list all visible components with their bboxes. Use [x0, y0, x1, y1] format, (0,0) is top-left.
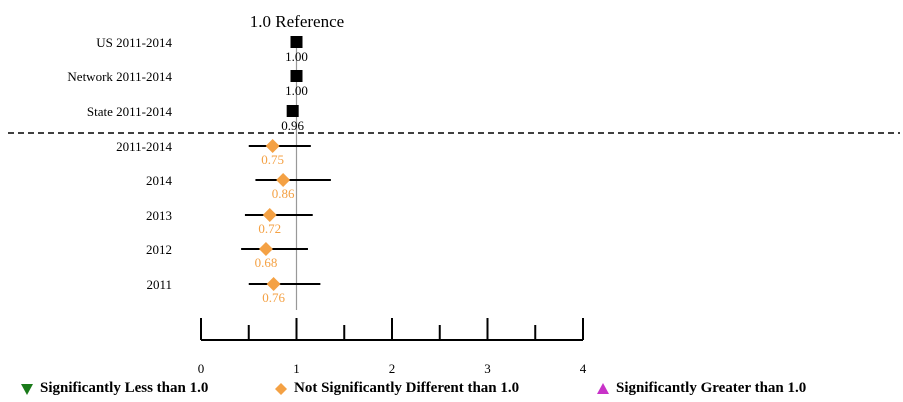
legend-label-less: Significantly Less than 1.0 — [40, 380, 209, 396]
estimate-marker — [265, 139, 280, 153]
value-label: 0.68 — [255, 255, 278, 270]
x-tick-label: 3 — [484, 361, 491, 376]
estimate-marker — [262, 208, 277, 222]
chart-title: 1.0 Reference — [250, 12, 344, 31]
reference-marker — [286, 105, 299, 117]
legend-item-less: Significantly Less than 1.0 — [20, 380, 208, 397]
row-label: 2012 — [146, 242, 172, 257]
legend-label-greater: Significantly Greater than 1.0 — [616, 380, 807, 396]
value-label: 1.00 — [285, 83, 308, 98]
row-label: Network 2011-2014 — [67, 69, 172, 84]
diamond-icon — [275, 382, 287, 395]
value-label: 0.96 — [281, 118, 304, 133]
x-tick-label: 0 — [198, 361, 205, 376]
reference-marker — [290, 70, 303, 82]
reference-marker — [290, 36, 303, 48]
estimate-marker — [266, 277, 281, 291]
value-label: 0.86 — [272, 186, 295, 201]
x-tick-label: 4 — [580, 361, 587, 376]
triangle-down-icon — [21, 383, 33, 395]
row-label: State 2011-2014 — [87, 104, 173, 119]
value-label: 0.75 — [261, 152, 284, 167]
row-label: 2014 — [146, 173, 173, 188]
value-label: 0.76 — [262, 290, 285, 305]
value-label: 0.72 — [258, 221, 281, 236]
legend-label-not-significant: Not Significantly Different than 1.0 — [294, 380, 520, 396]
x-tick-label: 1 — [293, 361, 300, 376]
row-label: 2011-2014 — [116, 139, 172, 154]
legend: Significantly Less than 1.0 Not Signific… — [0, 380, 903, 402]
estimate-marker — [258, 242, 273, 256]
row-label: 2011 — [146, 277, 172, 292]
forest-plot: 1.0 Reference US 2011-2014 1.00 Network 20… — [8, 12, 900, 376]
row-label: US 2011-2014 — [96, 35, 172, 50]
estimate-marker — [276, 173, 291, 187]
value-label: 1.00 — [285, 49, 308, 64]
legend-item-not-significant: Not Significantly Different than 1.0 — [274, 380, 519, 397]
triangle-up-icon — [597, 382, 609, 394]
legend-item-greater: Significantly Greater than 1.0 — [596, 380, 806, 397]
x-tick-label: 2 — [389, 361, 396, 376]
row-label: 2013 — [146, 208, 172, 223]
